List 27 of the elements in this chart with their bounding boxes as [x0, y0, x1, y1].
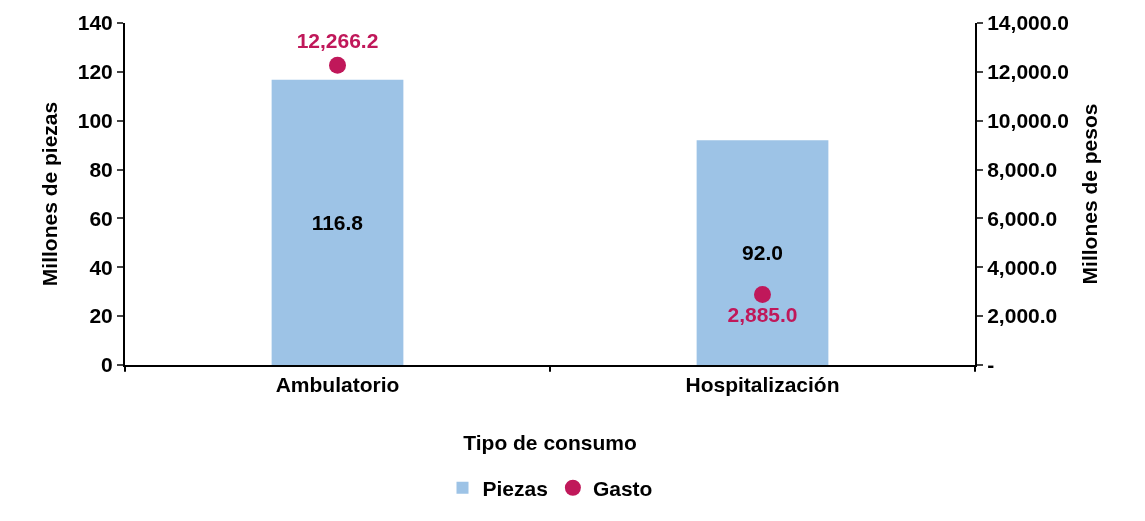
y2-tick-label: 14,000.0 — [987, 11, 1069, 35]
y2-tick-label: 6,000.0 — [987, 206, 1058, 230]
y-axis-title: Millones de piezas — [38, 101, 62, 287]
y2-tick-label: 10,000.0 — [987, 109, 1069, 133]
y2-tick-label: 12,000.0 — [987, 60, 1069, 84]
data-label: 116.8 — [311, 210, 364, 234]
y-tick-label: 20 — [89, 304, 113, 328]
y-tick-label: 120 — [77, 60, 113, 84]
data-label: 92.0 — [742, 241, 783, 265]
y-tick-label: 80 — [89, 157, 113, 181]
y2-tick-label: - — [987, 353, 995, 377]
y-tick-label: 60 — [89, 206, 113, 230]
data-label: 12,266.2 — [296, 29, 379, 53]
y-tick-label: 100 — [77, 109, 113, 133]
legend-label: Piezas — [482, 476, 548, 500]
y2-axis-title: Millones de pesos — [1077, 103, 1101, 285]
legend-label: Gasto — [592, 476, 653, 500]
x-tick-label: Hospitalización — [685, 373, 840, 397]
y-tick-label: 40 — [89, 255, 113, 279]
y2-tick-label: 2,000.0 — [987, 304, 1058, 328]
x-tick-label: Ambulatorio — [275, 373, 400, 397]
x-axis-title: Tipo de consumo — [463, 430, 637, 454]
y2-tick-label: 4,000.0 — [987, 255, 1058, 279]
y-tick-label: 0 — [101, 353, 113, 377]
y-tick-label: 140 — [77, 11, 113, 35]
data-label: 2,885.0 — [727, 302, 798, 326]
y2-tick-label: 8,000.0 — [987, 157, 1058, 181]
